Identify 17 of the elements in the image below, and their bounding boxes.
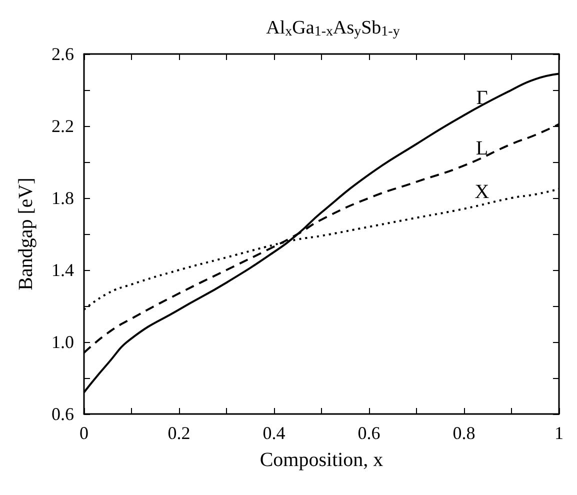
y-tick-label: 2.6 bbox=[52, 44, 74, 64]
x-tick-label: 0 bbox=[80, 423, 88, 443]
y-axis-title: Bandgap [eV] bbox=[15, 178, 37, 290]
x-tick-label: 1 bbox=[554, 423, 564, 443]
y-tick-label: 1.4 bbox=[52, 260, 74, 280]
y-tick-label: 2.2 bbox=[52, 116, 74, 136]
series-label: L bbox=[476, 138, 488, 160]
y-tick-label: 1.8 bbox=[52, 188, 74, 208]
x-tick-label: 0.2 bbox=[168, 423, 190, 443]
series-label: Γ bbox=[476, 87, 488, 110]
y-tick-label: 0.6 bbox=[52, 404, 74, 424]
x-tick-label: 0.6 bbox=[358, 423, 380, 443]
x-tick-label: 0.4 bbox=[262, 423, 286, 443]
y-tick-label: 1.0 bbox=[52, 332, 74, 352]
x-tick-label: 0.8 bbox=[452, 423, 476, 443]
x-axis-title: Composition, x bbox=[260, 449, 384, 471]
series-label: X bbox=[474, 180, 490, 203]
